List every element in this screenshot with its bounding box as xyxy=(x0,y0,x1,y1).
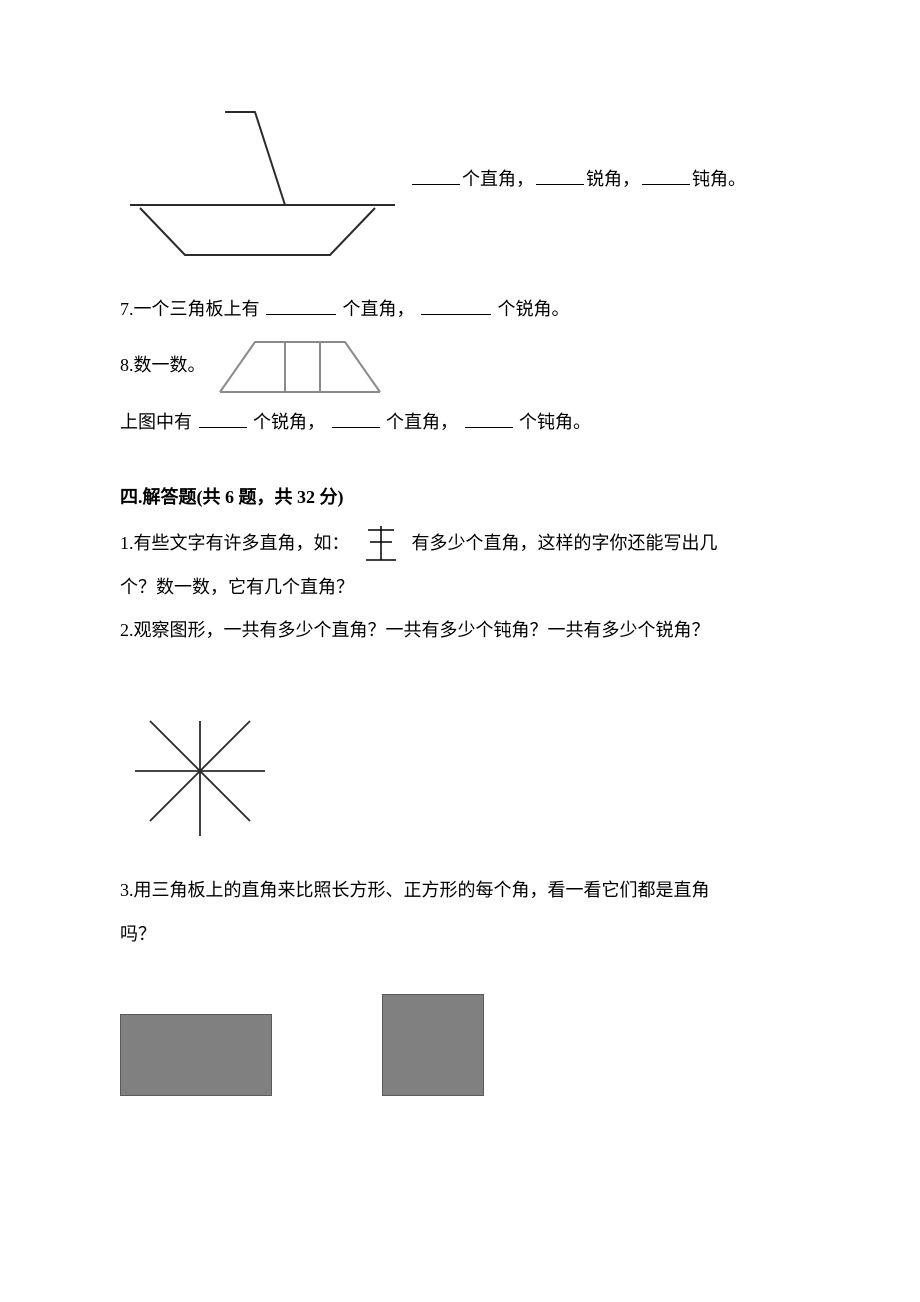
wang-glyph-icon xyxy=(364,524,398,564)
question-8-row1: 8.数一数。 xyxy=(120,334,800,399)
q8-d: 个钝角。 xyxy=(519,412,591,432)
s4-q2-text: 2.观察图形，一共有多少个直角？一共有多少个钝角？一共有多少个锐角？ xyxy=(120,611,800,651)
boat-blank-3 xyxy=(640,160,692,200)
q8-blank-2 xyxy=(330,412,382,432)
question-8-row2: 上图中有 个锐角， 个直角， 个钝角。 xyxy=(120,403,800,443)
q8-blank-3 xyxy=(463,412,515,432)
square-shape xyxy=(382,994,484,1096)
q7-prefix: 7.一个三角板上有 xyxy=(120,299,260,319)
s4-q3-row1: 3.用三角板上的直角来比照长方形、正方形的每个角，看一看它们都是直角 xyxy=(120,871,800,911)
q8-figure xyxy=(210,334,390,399)
s4q1-c: 个？数一数，它有几个直角？ xyxy=(120,577,354,597)
worksheet-page: 个直角， 锐角， 钝角。 7.一个三角板上有 个直角， 个锐角。 8.数一数。 … xyxy=(0,0,920,1156)
q7-blank-2 xyxy=(419,299,493,319)
boat-question-row: 个直角， 锐角， 钝角。 xyxy=(120,100,800,260)
s4-q2-star-figure xyxy=(120,691,800,851)
boat-blank-1 xyxy=(410,160,462,200)
boat-text-3: 钝角。 xyxy=(692,160,746,200)
rectangle-shape xyxy=(120,1014,272,1096)
s4-q3-shapes xyxy=(120,994,800,1096)
section-4-title: 四.解答题(共 6 题，共 32 分) xyxy=(120,478,800,518)
q8-c: 个直角， xyxy=(386,412,458,432)
boat-text-2: 锐角， xyxy=(586,160,640,200)
q8-b: 个锐角， xyxy=(253,412,325,432)
question-7: 7.一个三角板上有 个直角， 个锐角。 xyxy=(120,290,800,330)
s4q1-b: 有多少个直角，这样的字你还能写出几 xyxy=(412,524,718,564)
q7-mid: 个直角， xyxy=(343,299,415,319)
boat-figure xyxy=(120,100,400,260)
s4q3-b: 吗？ xyxy=(120,924,156,944)
s4-q3-row2: 吗？ xyxy=(120,915,800,955)
s4-q1-row1: 1.有些文字有许多直角，如： 有多少个直角，这样的字你还能写出几 xyxy=(120,524,800,564)
s4-q1-row2: 个？数一数，它有几个直角？ xyxy=(120,568,800,608)
s4q1-a: 1.有些文字有许多直角，如： xyxy=(120,524,350,564)
q8-blank-1 xyxy=(197,412,249,432)
s4q3-a: 3.用三角板上的直角来比照长方形、正方形的每个角，看一看它们都是直角 xyxy=(120,880,710,900)
q7-suffix: 个锐角。 xyxy=(498,299,570,319)
boat-blank-2 xyxy=(534,160,586,200)
boat-text-1: 个直角， xyxy=(462,160,534,200)
q8-a: 上图中有 xyxy=(120,412,192,432)
q7-blank-1 xyxy=(264,299,338,319)
q8-prefix: 8.数一数。 xyxy=(120,346,206,386)
